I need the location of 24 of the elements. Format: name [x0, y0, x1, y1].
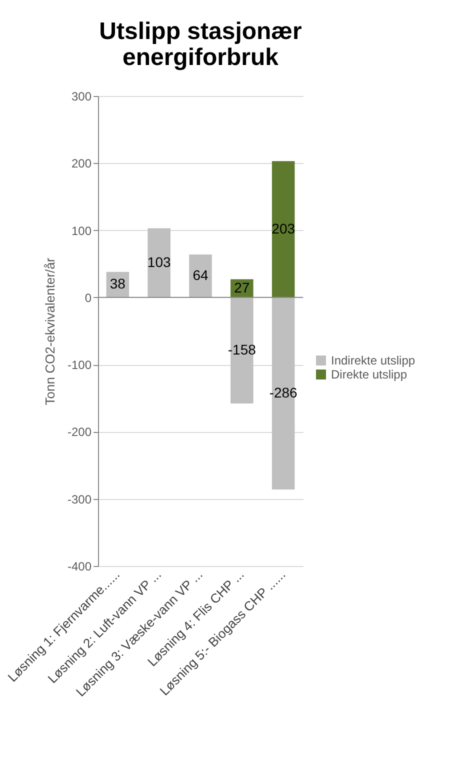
y-tick-label: 0 — [84, 290, 92, 305]
data-label: 38 — [110, 276, 126, 292]
data-label: 27 — [234, 279, 250, 296]
data-label: -158 — [228, 341, 256, 358]
legend-label: Indirekte utslipp — [331, 354, 416, 368]
legend-label: Direkte utslipp — [331, 368, 408, 382]
chart-title: Utslipp stasjonær energiforbruk — [99, 18, 302, 71]
y-tick-label: 200 — [71, 156, 92, 171]
y-tick-label: -400 — [67, 560, 92, 574]
y-tick-label: -300 — [67, 492, 92, 506]
bar — [272, 297, 295, 490]
y-tick-label: 100 — [71, 224, 92, 238]
data-label: 103 — [147, 254, 171, 270]
y-tick-label: 300 — [71, 90, 92, 104]
y-tick-label: -200 — [67, 425, 92, 440]
y-axis-title: Tonn CO2-ekvivalenter/år — [42, 257, 58, 406]
data-label: 203 — [272, 220, 296, 236]
bar — [189, 254, 212, 298]
bar — [272, 161, 295, 298]
data-label: 64 — [192, 266, 208, 283]
data-label: -286 — [269, 384, 298, 400]
y-tick-label: -100 — [67, 358, 92, 372]
bar — [148, 228, 170, 298]
bar — [230, 297, 254, 404]
